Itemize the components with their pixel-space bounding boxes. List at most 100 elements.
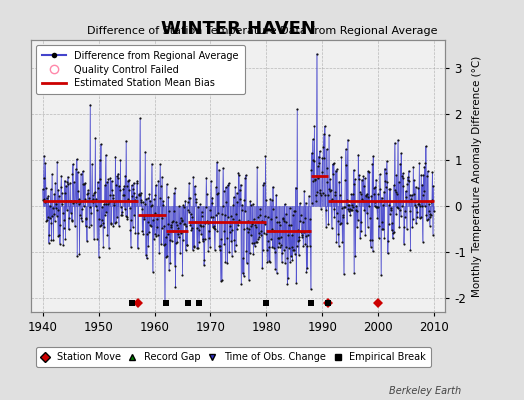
Point [88,198,96,204]
Point [401,208,409,214]
Point [98,204,106,210]
Point [183,241,191,248]
Point [418,182,427,188]
Point [390,140,399,146]
Point [281,260,289,266]
Point [274,235,282,242]
Point [399,170,407,177]
Point [260,213,269,220]
Point [369,185,378,192]
Point [224,182,232,188]
Point [408,192,416,198]
Point [316,206,325,212]
Point [140,216,148,222]
Point [199,238,207,244]
Point [351,176,359,183]
Point [133,180,141,186]
Point [298,232,306,238]
Point [139,213,148,220]
Point [144,195,152,202]
Point [129,186,137,192]
Point [285,245,293,252]
Point [171,284,180,290]
Point [231,248,239,254]
Point [107,178,116,184]
Point [54,186,63,193]
Point [339,214,347,220]
Point [219,203,227,209]
Point [153,223,161,230]
Point [94,254,103,260]
Point [366,236,375,243]
Point [427,212,435,218]
Point [177,217,185,223]
Point [367,193,376,199]
Point [294,227,302,234]
Point [39,197,47,203]
Point [165,208,173,215]
Point [356,219,365,225]
Point [164,220,172,227]
Point [372,176,380,183]
Point [290,208,299,214]
Point [402,194,410,200]
Point [272,192,280,198]
Point [405,178,413,184]
Point [149,217,157,223]
Title: WINTER HAVEN: WINTER HAVEN [161,20,316,38]
Point [90,190,99,196]
Point [306,216,314,223]
Point [97,222,105,228]
Point [84,190,93,196]
Point [49,204,57,211]
Point [181,247,190,253]
Point [361,232,369,238]
Point [68,217,76,223]
Point [168,218,177,225]
Point [338,239,346,245]
Point [364,168,372,174]
Point [363,190,372,197]
Point [202,174,211,181]
Point [92,196,101,202]
Point [107,220,115,227]
Point [357,228,366,234]
Point [316,187,325,194]
Point [383,158,391,165]
Point [278,250,287,256]
Point [359,183,368,189]
Point [294,252,303,258]
Point [52,200,60,207]
Point [372,204,380,210]
Point [187,211,195,218]
Point [325,188,334,194]
Point [80,203,88,209]
Point [313,189,321,195]
Point [265,258,273,264]
Point [413,214,421,220]
Point [260,230,268,236]
Point [146,222,154,228]
Point [55,193,63,200]
Point [312,192,320,198]
Point [202,204,210,210]
Point [282,244,290,250]
Point [167,223,176,230]
Point [173,221,181,228]
Point [388,235,397,242]
Point [413,208,422,215]
Point [332,239,341,245]
Point [116,186,124,193]
Point [126,226,135,233]
Point [239,255,247,262]
Point [211,247,219,253]
Point [180,221,189,227]
Point [163,231,172,237]
Text: Difference of Station Temperature Data from Regional Average: Difference of Station Temperature Data f… [87,26,437,36]
Y-axis label: Monthly Temperature Anomaly Difference (°C): Monthly Temperature Anomaly Difference (… [472,55,482,297]
Point [336,220,345,226]
Point [242,172,250,178]
Point [387,205,396,211]
Point [74,188,82,194]
Point [376,171,384,178]
